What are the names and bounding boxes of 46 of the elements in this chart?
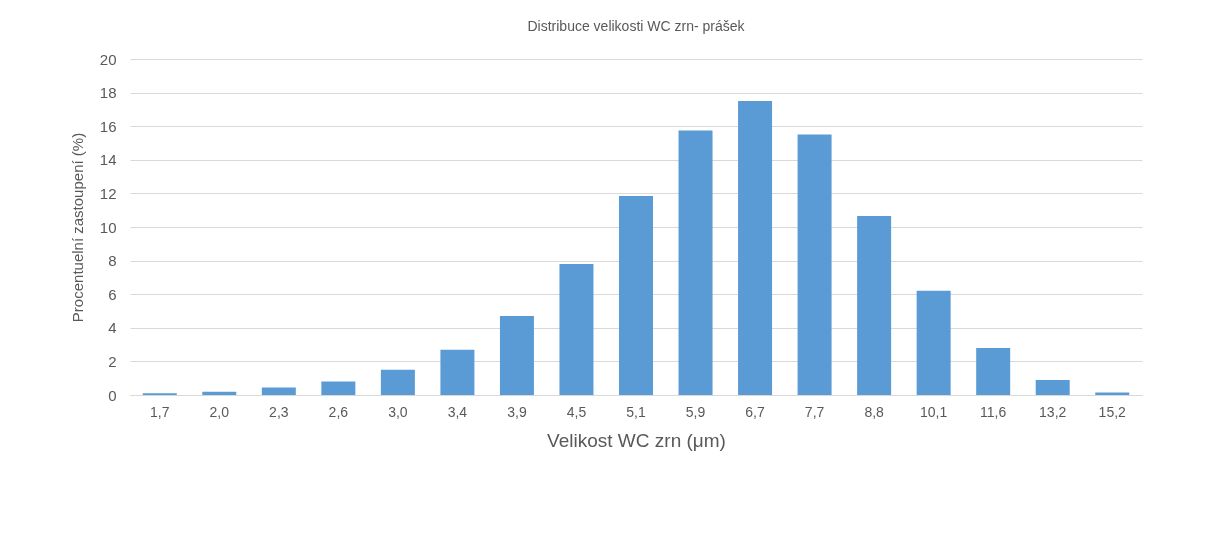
chart-title: Distribuce velikosti WC zrn- prášek (527, 18, 746, 34)
y-tick-label: 10 (99, 218, 117, 236)
x-tick-label: 2,3 (269, 403, 289, 420)
x-tick-label: 3,0 (388, 403, 408, 420)
y-tick-label: 8 (108, 252, 117, 270)
x-tick-label: 15,2 (1098, 403, 1127, 420)
bar (619, 195, 653, 395)
y-tick-label: 16 (99, 117, 117, 135)
bar (380, 369, 415, 395)
bar (499, 316, 534, 395)
y-tick-label: 4 (108, 319, 117, 337)
y-tick-label: 6 (108, 285, 117, 303)
x-tick-label: 5,9 (685, 403, 706, 420)
bar (678, 130, 713, 395)
y-tick-label: 18 (99, 84, 117, 102)
bar (797, 134, 832, 395)
x-tick-label: 4,5 (566, 403, 587, 420)
bar (738, 101, 773, 395)
y-tick-label: 2 (108, 352, 117, 370)
x-tick-label: 10,1 (920, 403, 948, 420)
x-tick-label: 5,1 (626, 403, 646, 420)
bar (857, 216, 892, 395)
y-tick-label: 12 (99, 184, 117, 202)
y-tick-label: 0 (108, 386, 117, 404)
bar (1035, 379, 1070, 395)
x-tick-label: 2,0 (209, 403, 230, 420)
x-tick-label: 8,8 (864, 403, 885, 420)
bar (559, 263, 594, 395)
x-tick-label: 6,7 (745, 403, 765, 420)
x-axis-title: Velikost WC zrn (μm) (547, 429, 726, 451)
x-tick-label: 2,6 (328, 403, 349, 420)
x-tick-label: 1,7 (150, 403, 170, 420)
x-tick-label: 3,9 (507, 403, 527, 420)
bar (321, 381, 356, 395)
x-tick-label: 13,2 (1039, 403, 1067, 420)
bar (440, 349, 475, 395)
x-tick-label: 3,4 (447, 403, 468, 420)
bar (1095, 392, 1130, 395)
bar (976, 347, 1011, 395)
y-tick-label: 20 (99, 50, 117, 68)
bar (916, 290, 951, 395)
bar (261, 387, 296, 395)
x-tick-label: 7,7 (804, 403, 825, 420)
x-tick-label: 11,6 (980, 403, 1007, 420)
y-axis-title: Procentuelní zastoupení (%) (68, 132, 86, 323)
y-tick-label: 14 (99, 151, 117, 169)
